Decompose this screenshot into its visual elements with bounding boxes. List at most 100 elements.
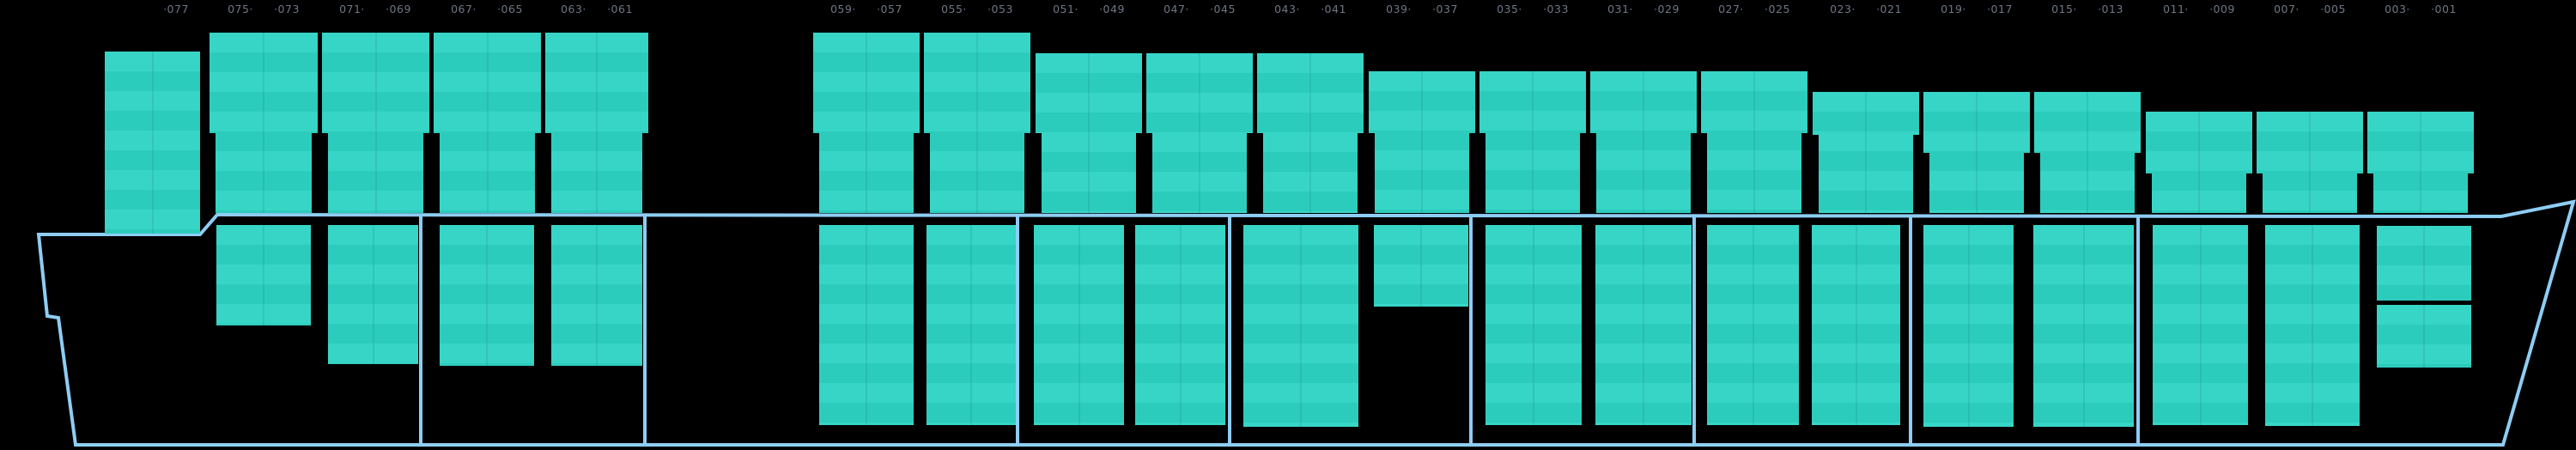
below-deck-block-031-029[interactable] xyxy=(1595,225,1692,425)
above-deck-stack-047-045[interactable] xyxy=(1146,53,1253,213)
bay-seam xyxy=(1967,225,1970,427)
below-deck-block-071-069[interactable] xyxy=(328,225,418,364)
bay-seam xyxy=(2420,112,2421,213)
bay-label-063: 063· xyxy=(561,3,586,15)
bay-seam xyxy=(866,225,867,425)
above-deck-stack-077[interactable] xyxy=(105,52,200,234)
bay-seam xyxy=(1533,225,1534,425)
above-deck-stack-063-061[interactable] xyxy=(545,33,648,213)
bay-seam xyxy=(1300,225,1302,427)
bay-seam xyxy=(1752,225,1754,425)
bay-seam xyxy=(1078,225,1080,425)
bay-label-013: ·013 xyxy=(2098,3,2123,15)
bay-seam xyxy=(2199,225,2202,425)
bay-seam xyxy=(1855,225,1857,425)
below-deck-block-035-033[interactable] xyxy=(1485,225,1582,425)
bay-label-023: 023· xyxy=(1830,3,1856,15)
bay-label-055: 055· xyxy=(941,3,967,15)
bay-seam xyxy=(2312,225,2313,426)
bay-label-075: 075· xyxy=(228,3,253,15)
bay-seam xyxy=(151,52,154,234)
above-deck-stack-031-029[interactable] xyxy=(1590,71,1697,213)
below-deck-block-007-005[interactable] xyxy=(2265,225,2360,426)
below-deck-block-063-061[interactable] xyxy=(551,225,642,366)
below-deck-block-055-053[interactable] xyxy=(927,225,1016,425)
bay-label-073: ·073 xyxy=(274,3,300,15)
below-deck-block-039-037[interactable] xyxy=(1374,225,1468,307)
above-deck-stack-059-057[interactable] xyxy=(813,33,920,213)
bay-seam xyxy=(1421,71,1423,213)
bay-label-077: ·077 xyxy=(163,3,189,15)
bay-label-027: 027· xyxy=(1718,3,1744,15)
bay-seam xyxy=(1179,225,1182,425)
bay-seam xyxy=(2423,226,2425,301)
bay-label-067: 067· xyxy=(451,3,477,15)
bay-label-031: 031· xyxy=(1607,3,1633,15)
above-deck-stack-019-017[interactable] xyxy=(1923,92,2030,213)
bay-seam xyxy=(374,33,377,213)
bay-label-071: 071· xyxy=(339,3,365,15)
bay-seam xyxy=(1976,92,1978,213)
bay-seam xyxy=(596,225,598,366)
bay-seam xyxy=(263,33,264,213)
above-deck-stack-071-069[interactable] xyxy=(322,33,429,213)
bay-seam xyxy=(1643,225,1644,425)
bay-label-001: ·001 xyxy=(2431,3,2457,15)
bay-label-061: ·061 xyxy=(607,3,633,15)
above-deck-stack-003-001[interactable] xyxy=(2367,112,2474,213)
bay-seam xyxy=(1088,53,1090,213)
bay-seam xyxy=(263,225,264,325)
above-deck-stack-015-013[interactable] xyxy=(2034,92,2141,213)
above-deck-stack-035-033[interactable] xyxy=(1479,71,1586,213)
below-deck-block-003-001-upper[interactable] xyxy=(2377,226,2471,301)
bay-seam xyxy=(1199,53,1200,213)
bay-seam xyxy=(2309,112,2311,213)
above-deck-stack-011-009[interactable] xyxy=(2146,112,2252,213)
below-deck-block-023-021[interactable] xyxy=(1812,225,1900,425)
bay-label-045: ·045 xyxy=(1210,3,1236,15)
bay-seam xyxy=(1420,225,1422,307)
below-deck-block-043-041[interactable] xyxy=(1243,225,1358,427)
above-deck-stack-039-037[interactable] xyxy=(1369,71,1475,213)
above-deck-stack-055-053[interactable] xyxy=(924,33,1030,213)
below-deck-block-003-001-lower[interactable] xyxy=(2377,305,2471,368)
bay-label-003: 003· xyxy=(2385,3,2410,15)
bay-label-005: ·005 xyxy=(2320,3,2346,15)
below-deck-block-019-017[interactable] xyxy=(1923,225,2014,427)
bay-label-051: 051· xyxy=(1053,3,1078,15)
below-deck-block-027-025[interactable] xyxy=(1707,225,1799,425)
bay-label-053: ·053 xyxy=(987,3,1013,15)
above-deck-stack-027-025[interactable] xyxy=(1701,71,1807,213)
above-deck-stack-007-005[interactable] xyxy=(2257,112,2363,213)
bay-seam xyxy=(1532,71,1534,213)
bay-label-015: 015· xyxy=(2051,3,2077,15)
bay-label-029: ·029 xyxy=(1654,3,1680,15)
bay-label-009: ·009 xyxy=(2209,3,2235,15)
below-deck-block-075-073[interactable] xyxy=(216,225,311,325)
bay-seam xyxy=(486,225,488,366)
bay-label-059: 059· xyxy=(830,3,856,15)
bay-label-047: 047· xyxy=(1163,3,1189,15)
bay-seam xyxy=(1865,92,1867,213)
bay-label-043: 043· xyxy=(1274,3,1300,15)
above-deck-stack-067-065[interactable] xyxy=(434,33,541,213)
bay-label-041: ·041 xyxy=(1321,3,1346,15)
above-deck-stack-043-041[interactable] xyxy=(1257,53,1364,213)
bay-seam xyxy=(1643,71,1644,213)
bay-seam xyxy=(1753,71,1755,213)
bay-label-069: ·069 xyxy=(386,3,411,15)
above-deck-stack-051-049[interactable] xyxy=(1036,53,1142,213)
above-deck-stack-023-021[interactable] xyxy=(1813,92,1919,213)
below-deck-block-047-045[interactable] xyxy=(1135,225,1225,425)
below-deck-block-067-065[interactable] xyxy=(440,225,534,366)
below-deck-block-059-057[interactable] xyxy=(819,225,914,425)
below-deck-block-051-049[interactable] xyxy=(1034,225,1124,425)
bay-seam xyxy=(2087,92,2088,213)
bay-seam xyxy=(2198,112,2200,213)
below-deck-block-011-009[interactable] xyxy=(2153,225,2248,425)
below-deck-block-015-013[interactable] xyxy=(2033,225,2134,427)
bay-seam xyxy=(2082,225,2085,427)
bay-label-021: ·021 xyxy=(1876,3,1902,15)
above-deck-stack-075-073[interactable] xyxy=(210,33,318,213)
